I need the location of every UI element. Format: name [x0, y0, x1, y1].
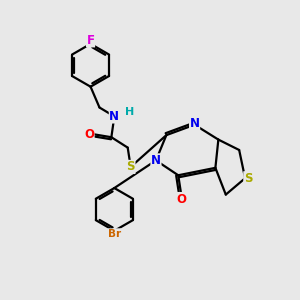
Text: Br: Br [108, 229, 121, 239]
Text: N: N [109, 110, 119, 123]
Text: S: S [126, 160, 135, 173]
Text: N: N [190, 117, 200, 130]
Text: O: O [84, 128, 94, 141]
Text: S: S [244, 172, 252, 185]
Text: O: O [176, 193, 186, 206]
Text: F: F [87, 34, 94, 47]
Text: N: N [151, 154, 161, 167]
Text: H: H [124, 107, 134, 117]
